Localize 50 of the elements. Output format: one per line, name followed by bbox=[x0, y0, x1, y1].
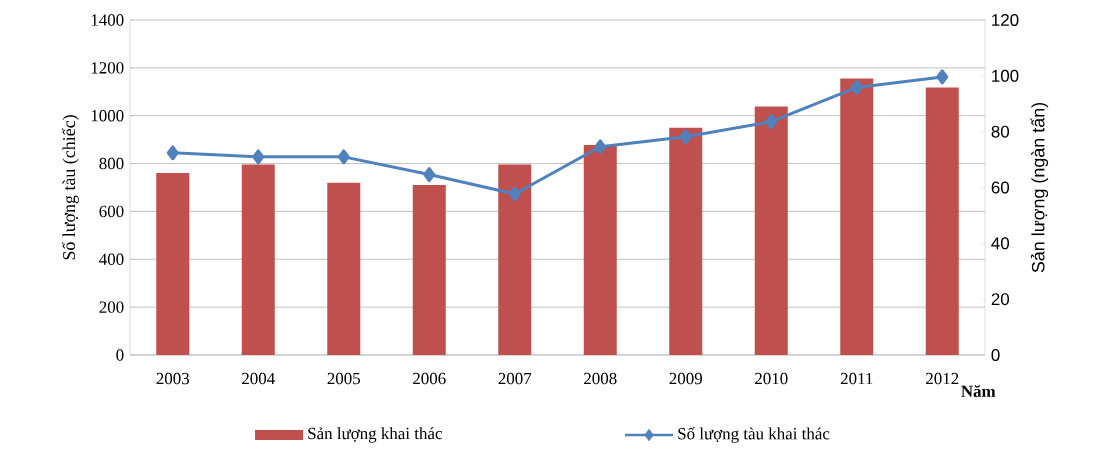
bar bbox=[840, 78, 874, 355]
y2-tick-label: 60 bbox=[991, 181, 1010, 194]
y2-tick-label: 40 bbox=[991, 237, 1010, 250]
point bbox=[594, 139, 607, 155]
x-axis-title: Năm bbox=[961, 384, 996, 398]
x-tick-label: 2008 bbox=[584, 372, 617, 385]
y-axis-title: Số lượng tàu (chiếc) bbox=[61, 115, 79, 260]
y-tick-label: 800 bbox=[99, 157, 124, 170]
y2-tick-label: 80 bbox=[991, 125, 1010, 138]
point bbox=[936, 69, 949, 85]
point bbox=[337, 149, 350, 165]
y-tick-label: 1200 bbox=[91, 62, 124, 74]
bar bbox=[412, 184, 446, 355]
bar bbox=[156, 172, 190, 355]
point bbox=[765, 114, 778, 130]
y-tick-label: 1000 bbox=[91, 109, 124, 122]
y-tick-label: 1400 bbox=[91, 14, 124, 26]
x-tick-label: 2010 bbox=[755, 372, 788, 385]
bar bbox=[498, 164, 532, 355]
y-tick-label: 200 bbox=[99, 301, 124, 313]
point bbox=[679, 129, 692, 145]
point bbox=[850, 79, 863, 95]
x-tick-label: 2011 bbox=[840, 372, 873, 385]
point bbox=[252, 149, 265, 165]
y2-axis-title: Sản lượng (ngàn tấn) bbox=[1030, 102, 1049, 273]
y-tick-label: 600 bbox=[99, 205, 124, 218]
y2-tick-label: 0 bbox=[991, 348, 1000, 361]
x-tick-label: 2005 bbox=[327, 372, 361, 385]
bar bbox=[754, 106, 788, 355]
y2-tick-label: 120 bbox=[992, 13, 1019, 26]
legend-label: Số lượng tàu khai thác bbox=[678, 427, 830, 443]
point bbox=[423, 167, 436, 183]
x-tick-label: 2012 bbox=[926, 372, 959, 385]
x-tick-label: 2007 bbox=[498, 372, 532, 385]
bar bbox=[327, 182, 361, 355]
y2-tick-label: 100 bbox=[992, 69, 1019, 82]
x-tick-label: 2003 bbox=[156, 372, 190, 385]
x-tick-label: 2009 bbox=[669, 372, 703, 385]
y-tick-label: 400 bbox=[99, 253, 124, 265]
bar bbox=[241, 164, 275, 355]
y2-tick-label: 20 bbox=[991, 293, 1010, 306]
point bbox=[166, 145, 179, 161]
bar bbox=[669, 127, 703, 355]
legend-label: Sản lượng khai thác bbox=[308, 427, 442, 443]
y-tick-label: 0 bbox=[116, 349, 124, 361]
bar bbox=[925, 87, 959, 355]
point bbox=[508, 186, 521, 202]
x-tick-label: 2004 bbox=[242, 372, 275, 385]
bar bbox=[583, 145, 617, 355]
x-tick-label: 2006 bbox=[413, 372, 446, 385]
